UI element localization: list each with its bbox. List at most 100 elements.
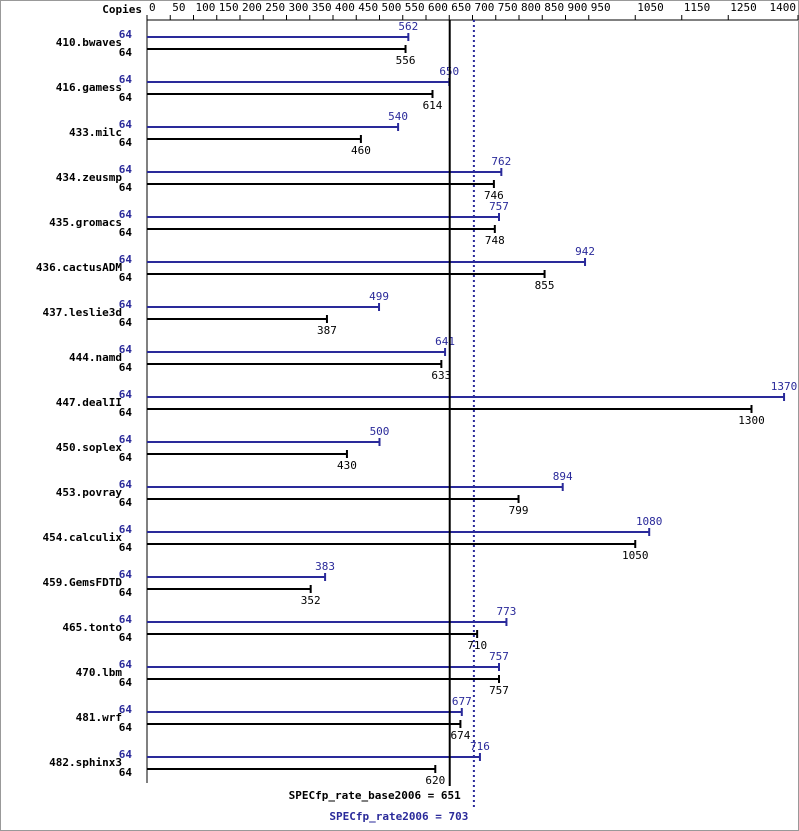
bar (147, 720, 462, 728)
copies-label: 64 (119, 298, 133, 311)
x-tick-label: 350 (312, 1, 332, 14)
value-label: 614 (423, 99, 443, 112)
value-label: 1370 (771, 380, 798, 393)
value-label: 562 (398, 20, 418, 33)
value-label: 430 (337, 459, 357, 472)
copies-label: 64 (119, 766, 133, 779)
value-label: 710 (467, 639, 487, 652)
axis-label: Copies (102, 3, 142, 16)
copies-label: 64 (119, 496, 133, 509)
x-tick-label: 650 (451, 1, 471, 14)
value-label: 748 (485, 234, 505, 247)
bar (147, 708, 463, 716)
copies-label: 64 (119, 631, 133, 644)
value-label: 894 (553, 470, 573, 483)
bar (147, 765, 437, 773)
bar (147, 630, 479, 638)
copies-label: 64 (119, 343, 133, 356)
value-label: 633 (431, 369, 451, 382)
bar (147, 618, 508, 626)
bar (147, 495, 520, 503)
benchmark-name: 437.leslie3d (43, 306, 122, 319)
x-tick-label: 750 (498, 1, 518, 14)
benchmark-name: 470.lbm (76, 666, 123, 679)
x-tick-label: 850 (544, 1, 564, 14)
value-label: 460 (351, 144, 371, 157)
bar (147, 270, 546, 278)
copies-label: 64 (119, 721, 133, 734)
bar (147, 663, 501, 671)
value-label: 674 (450, 729, 470, 742)
x-tick-label: 600 (428, 1, 448, 14)
benchmark-name: 450.soplex (56, 441, 123, 454)
copies-label: 64 (119, 28, 133, 41)
x-tick-label: 250 (265, 1, 285, 14)
value-label: 1300 (738, 414, 765, 427)
bar (147, 393, 786, 401)
bar (147, 33, 410, 41)
value-label: 540 (388, 110, 408, 123)
bar (147, 528, 651, 536)
benchmark-name: 435.gromacs (49, 216, 122, 229)
value-label: 855 (535, 279, 555, 292)
reference-label: SPECfp_rate2006 = 703 (329, 810, 468, 823)
benchmark-name: 481.wrf (76, 711, 122, 724)
x-tick-label: 150 (219, 1, 239, 14)
value-label: 620 (425, 774, 445, 787)
copies-label: 64 (119, 181, 133, 194)
x-tick-label: 900 (568, 1, 588, 14)
value-label: 387 (317, 324, 337, 337)
value-label: 499 (369, 290, 389, 303)
value-label: 641 (435, 335, 455, 348)
copies-label: 64 (119, 118, 133, 131)
x-tick-label: 550 (405, 1, 425, 14)
bar (147, 135, 362, 143)
bar (147, 753, 481, 761)
benchmark-name: 410.bwaves (56, 36, 122, 49)
copies-label: 64 (119, 568, 133, 581)
bar (147, 360, 443, 368)
x-tick-label: 0 (149, 1, 156, 14)
copies-label: 64 (119, 316, 133, 329)
value-label: 1080 (636, 515, 663, 528)
copies-label: 64 (119, 523, 133, 536)
bar (147, 315, 328, 323)
copies-label: 64 (119, 73, 133, 86)
bar (147, 675, 501, 683)
benchmark-name: 433.milc (69, 126, 122, 139)
value-label: 383 (315, 560, 335, 573)
bar (147, 258, 587, 266)
x-tick-label: 1150 (684, 1, 711, 14)
bar (147, 348, 447, 356)
bar (147, 573, 327, 581)
bar (147, 585, 312, 593)
copies-label: 64 (119, 433, 133, 446)
bar (147, 90, 434, 98)
copies-label: 64 (119, 136, 133, 149)
copies-label: 64 (119, 676, 133, 689)
copies-label: 64 (119, 586, 133, 599)
bar (147, 438, 381, 446)
x-tick-label: 200 (242, 1, 262, 14)
copies-label: 64 (119, 406, 133, 419)
bar (147, 123, 400, 131)
x-tick-label: 500 (382, 1, 402, 14)
copies-label: 64 (119, 748, 133, 761)
copies-label: 64 (119, 208, 133, 221)
benchmark-name: 453.povray (56, 486, 123, 499)
value-label: 746 (484, 189, 504, 202)
benchmark-name: 434.zeusmp (56, 171, 123, 184)
copies-label: 64 (119, 658, 133, 671)
value-label: 757 (489, 684, 509, 697)
bar (147, 303, 381, 311)
bar (147, 540, 637, 548)
copies-label: 64 (119, 91, 133, 104)
bar (147, 225, 496, 233)
value-label: 1050 (622, 549, 649, 562)
copies-label: 64 (119, 703, 133, 716)
x-tick-label: 950 (591, 1, 611, 14)
value-label: 942 (575, 245, 595, 258)
value-label: 556 (396, 54, 416, 67)
x-tick-label: 1250 (730, 1, 757, 14)
